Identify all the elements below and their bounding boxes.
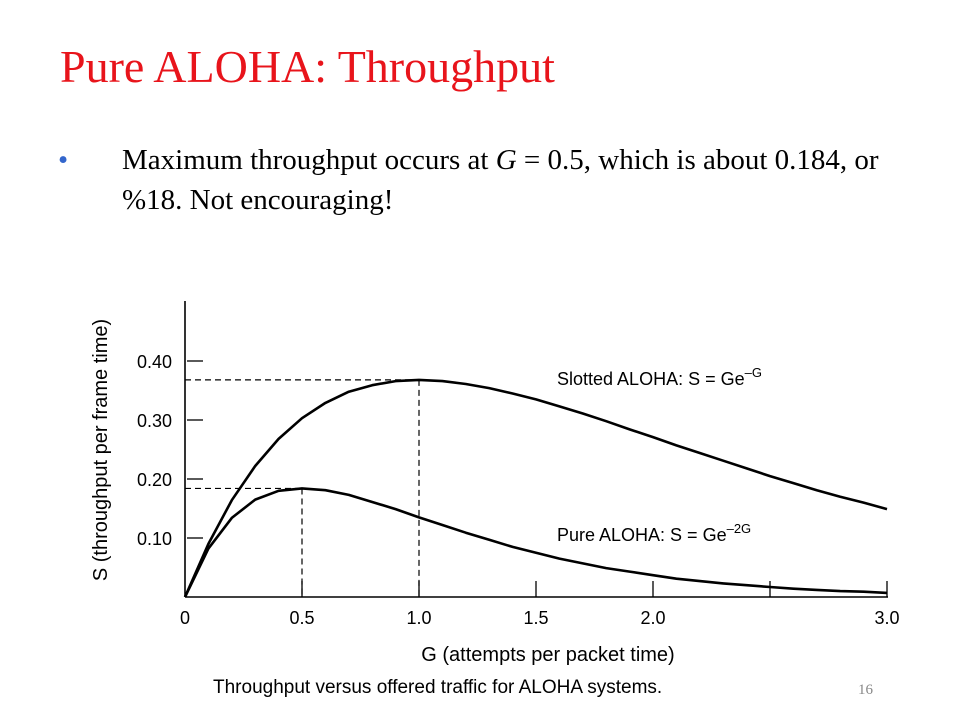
y-tick-label-0: 0.10 [137, 529, 172, 549]
bullet-text-end: = 0.5, which is about 0.184, or %18. Not… [122, 144, 879, 216]
y-axis-label: S (throughput per frame time) [90, 319, 112, 581]
series-curves [183, 378, 888, 598]
y-tick-label-2: 0.30 [137, 411, 172, 431]
tick-marks [187, 360, 888, 597]
y-tick-label-3: 0.40 [137, 352, 172, 372]
x-tick-label-1: 0.5 [289, 608, 314, 628]
x-tick-label-0: 0 [180, 608, 190, 628]
series-label-text-1: Pure ALOHA: S = Ge [557, 525, 727, 545]
series-label-1: Pure ALOHA: S = Ge–2G [557, 521, 751, 545]
series-label-text-0: Slotted ALOHA: S = Ge [557, 369, 745, 389]
x-tick-label-3: 1.5 [523, 608, 548, 628]
series-label-exponent-1: –2G [727, 521, 752, 536]
bullet-marker: • [58, 144, 69, 176]
series-line-0 [183, 378, 888, 598]
x-tick-label-5: 3.0 [874, 608, 899, 628]
reference-lines [185, 379, 420, 597]
series-label-0: Slotted ALOHA: S = Ge–G [557, 365, 762, 389]
x-tick-label-4: 2.0 [640, 608, 665, 628]
x-axis-label: G (attempts per packet time) [421, 644, 674, 666]
page-number: 16 [858, 682, 873, 698]
bullet-text-start: Maximum throughput occurs at [122, 144, 496, 176]
x-tick-label-2: 1.0 [406, 608, 431, 628]
figure-caption: Throughput versus offered traffic for AL… [213, 677, 663, 698]
bullet-text: Maximum throughput occurs at G = 0.5, wh… [122, 140, 902, 220]
series-line-1 [183, 487, 888, 598]
series-label-exponent-0: –G [745, 365, 762, 380]
chart-labels: 0.10 0.20 0.30 0.40 0 0.5 1.0 1.5 2.0 3.0 Slotted … [90, 319, 900, 666]
y-tick-label-1: 0.20 [137, 470, 172, 490]
bullet-variable-g: G [495, 144, 517, 176]
slide-title: Pure ALOHA: Throughput [60, 41, 555, 92]
